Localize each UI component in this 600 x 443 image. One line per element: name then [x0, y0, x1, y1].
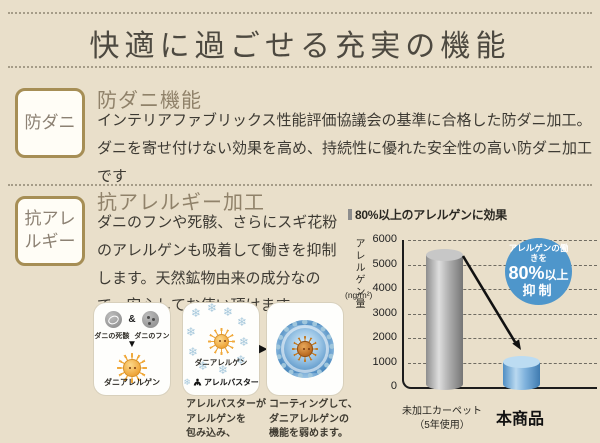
bullet-icon	[348, 209, 352, 220]
y-tick: 5000	[372, 257, 397, 270]
mite-droppings-icon	[141, 311, 159, 328]
y-tick: 0	[390, 380, 397, 392]
step2-caption: アレルバスターが アレルゲンを 包み込み、	[186, 399, 266, 439]
mite-sources-row: &	[94, 311, 170, 328]
section-title-anti-mite: 防ダニ機能	[97, 90, 202, 112]
allerbuster-brand-label: アレルバスター	[203, 378, 259, 387]
section-body-anti-mite: インテリアファブリックス性能評価協議会の基準に合格した防ダニ加工。ダニを寄せ付け…	[97, 113, 593, 185]
diagram-step1-card: & ダニの死骸 ダニのフン ▼ ダニアレルゲン	[94, 303, 170, 395]
divider-under-title	[8, 66, 592, 68]
reduction-badge: アレルゲンの働きを 80%以上 抑制	[505, 238, 572, 305]
dead-mite-icon	[105, 311, 123, 328]
mite-sources-labels: ダニの死骸 ダニのフン	[94, 331, 170, 341]
chart-title: 80%以上のアレルゲンに効果	[355, 208, 507, 222]
down-arrow-icon: ▼	[127, 339, 137, 350]
diagram-step2-card: ❄ ダニアレルゲン ❄ アレルバスター	[183, 303, 259, 395]
bar-this-product	[503, 356, 540, 390]
coated-allergen-icon	[276, 320, 334, 378]
y-tick: 2000	[372, 331, 397, 343]
right-arrow-icon: ▶	[259, 342, 268, 355]
divider-sections	[8, 184, 592, 186]
badge-anti-allergy: 抗アレ ルギー	[15, 196, 85, 266]
y-tick: 3000	[372, 306, 397, 319]
allergen-sun-icon	[117, 353, 147, 383]
x-label-product: 本商品	[495, 411, 544, 428]
bar-top-ellipse	[426, 249, 463, 261]
badge-anti-mite: 防ダニ	[15, 88, 85, 158]
x-label-untreated: 未加工カーペット （5年使用）	[402, 406, 482, 431]
divider-top	[8, 12, 592, 14]
bar-top-ellipse	[503, 356, 540, 368]
section-title-anti-allergy: 抗アレルギー加工	[97, 192, 265, 214]
badge-anti-allergy-line1: 抗アレ	[24, 209, 76, 229]
y-tick: 1000	[372, 355, 397, 368]
allergen-sun-icon	[208, 328, 235, 355]
y-axis-unit: (ng/m²)	[345, 290, 373, 300]
allergen-chart: 80%以上のアレルゲンに効果 アレルゲン量 (ng/m²) 6000 5000 …	[345, 200, 600, 443]
chart-title-row: 80%以上のアレルゲンに効果	[348, 206, 507, 223]
y-axis-label: アレルゲン量	[353, 238, 364, 310]
dead-mite-label: ダニの死骸	[94, 333, 130, 340]
allerbuster-logo-icon	[193, 378, 202, 386]
diagram-step3-card	[267, 303, 343, 395]
weakened-allergen-icon	[292, 336, 318, 362]
allerbuster-particles-icon: ❄	[191, 306, 202, 320]
gridline	[408, 362, 597, 364]
ampersand-text: &	[128, 314, 136, 325]
allergen-label: ダニアレルゲン	[104, 378, 160, 387]
badge-anti-mite-label: 防ダニ	[24, 112, 76, 132]
y-tick: 6000	[372, 233, 397, 245]
gridline	[408, 240, 597, 241]
step3-caption: コーティングして、 ダニアレルゲンの 機能を弱めます。	[269, 399, 358, 439]
snowflake-icon: ❄	[183, 377, 191, 387]
allergen-label: ダニアレルゲン	[194, 358, 248, 367]
mite-droppings-label: ダニのフン	[134, 333, 170, 340]
allerbuster-brand-row: ❄ アレルバスター	[183, 377, 259, 388]
bar-untreated-carpet	[426, 249, 463, 390]
page-title: 快適に過ごせる充実の機能	[89, 30, 511, 63]
y-tick: 4000	[372, 282, 397, 294]
badge-anti-allergy-line2: ルギー	[24, 232, 76, 251]
